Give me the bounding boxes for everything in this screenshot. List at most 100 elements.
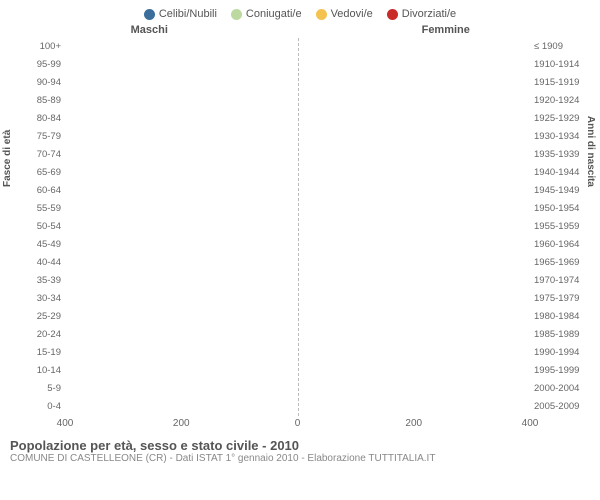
age-label: 25-29	[6, 308, 65, 326]
age-label: 95-99	[6, 56, 65, 74]
age-row: 60-641945-1949	[6, 182, 594, 200]
female-half	[298, 182, 531, 200]
birth-year-label: 1965-1969	[530, 254, 594, 272]
birth-year-label: 2000-2004	[530, 380, 594, 398]
age-row: 50-541955-1959	[6, 218, 594, 236]
male-half	[65, 200, 298, 218]
legend-label: Coniugati/e	[246, 8, 302, 20]
legend-swatch	[316, 9, 327, 20]
birth-year-label: 1975-1979	[530, 290, 594, 308]
age-label: 5-9	[6, 380, 65, 398]
age-label: 100+	[6, 38, 65, 56]
male-half	[65, 92, 298, 110]
male-half	[65, 236, 298, 254]
legend-label: Vedovi/e	[331, 8, 373, 20]
age-row: 40-44 1965-1969	[6, 254, 594, 272]
male-half	[65, 128, 298, 146]
gender-header: Maschi Femmine	[6, 24, 594, 36]
age-label: 45-49	[6, 236, 65, 254]
age-label: 0-4	[6, 398, 65, 416]
female-half	[298, 200, 531, 218]
male-half	[65, 56, 298, 74]
male-header: Maschi	[61, 24, 298, 36]
female-half	[298, 272, 531, 290]
age-label: 80-84	[6, 110, 65, 128]
female-half	[298, 326, 531, 344]
female-half	[298, 236, 531, 254]
legend-swatch	[387, 9, 398, 20]
legend-item: Celibi/Nubili	[144, 8, 217, 20]
female-half	[298, 92, 531, 110]
x-tick: 0	[295, 418, 301, 429]
age-row: 10-14 1995-1999	[6, 362, 594, 380]
female-header: Femmine	[298, 24, 535, 36]
age-label: 30-34	[6, 290, 65, 308]
age-row: 25-29 1980-1984	[6, 308, 594, 326]
age-row: 55-59 1950-1954	[6, 200, 594, 218]
birth-year-label: 1950-1954	[530, 200, 594, 218]
birth-year-label: 1980-1984	[530, 308, 594, 326]
age-row: 35-39 1970-1974	[6, 272, 594, 290]
birth-year-label: ≤ 1909	[530, 38, 594, 56]
legend-label: Celibi/Nubili	[159, 8, 217, 20]
age-label: 10-14	[6, 362, 65, 380]
age-label: 35-39	[6, 272, 65, 290]
age-label: 15-19	[6, 344, 65, 362]
age-row: 75-791930-1934	[6, 128, 594, 146]
female-half	[298, 164, 531, 182]
birth-year-label: 1960-1964	[530, 236, 594, 254]
age-row: 65-691940-1944	[6, 164, 594, 182]
female-half	[298, 380, 531, 398]
x-tick: 400	[522, 418, 539, 429]
legend-swatch	[144, 9, 155, 20]
male-half	[65, 308, 298, 326]
male-half	[65, 398, 298, 416]
legend: Celibi/Nubili Coniugati/e Vedovi/e Divorzia…	[6, 8, 594, 20]
age-row: 95-99 1910-1914	[6, 56, 594, 74]
age-row: 80-841925-1929	[6, 110, 594, 128]
female-half	[298, 146, 531, 164]
age-label: 55-59	[6, 200, 65, 218]
female-half	[298, 398, 531, 416]
birth-year-label: 1970-1974	[530, 272, 594, 290]
age-label: 90-94	[6, 74, 65, 92]
age-label: 40-44	[6, 254, 65, 272]
birth-year-label: 1920-1924	[530, 92, 594, 110]
birth-year-label: 2005-2009	[530, 398, 594, 416]
male-half	[65, 164, 298, 182]
age-label: 65-69	[6, 164, 65, 182]
age-label: 70-74	[6, 146, 65, 164]
age-row: 0-4 2005-2009	[6, 398, 594, 416]
legend-item: Divorziati/e	[387, 8, 456, 20]
male-half	[65, 326, 298, 344]
chart-rows: Fasce di età Anni di nascita 100+≤ 19099…	[6, 38, 594, 416]
y-axis-right-title: Anni di nascita	[585, 116, 596, 187]
male-half	[65, 74, 298, 92]
age-row: 100+ ≤ 1909	[6, 38, 594, 56]
legend-item: Vedovi/e	[316, 8, 373, 20]
age-label: 75-79	[6, 128, 65, 146]
birth-year-label: 1995-1999	[530, 362, 594, 380]
male-half	[65, 182, 298, 200]
age-label: 60-64	[6, 182, 65, 200]
female-half	[298, 56, 531, 74]
male-half	[65, 380, 298, 398]
legend-swatch	[231, 9, 242, 20]
female-half	[298, 110, 531, 128]
age-row: 85-891920-1924	[6, 92, 594, 110]
male-half	[65, 362, 298, 380]
x-axis: 4002000200400	[6, 418, 594, 432]
age-row: 15-191990-1994	[6, 344, 594, 362]
y-axis-left-title: Fasce di età	[2, 130, 13, 187]
birth-year-label: 1955-1959	[530, 218, 594, 236]
x-tick: 200	[405, 418, 422, 429]
age-row: 90-941915-1919	[6, 74, 594, 92]
population-pyramid-chart: Celibi/Nubili Coniugati/e Vedovi/e Divorzia…	[0, 0, 600, 468]
female-half	[298, 218, 531, 236]
x-tick: 400	[57, 418, 74, 429]
birth-year-label: 1910-1914	[530, 56, 594, 74]
male-half	[65, 254, 298, 272]
female-half	[298, 128, 531, 146]
age-row: 30-34 1975-1979	[6, 290, 594, 308]
legend-item: Coniugati/e	[231, 8, 302, 20]
